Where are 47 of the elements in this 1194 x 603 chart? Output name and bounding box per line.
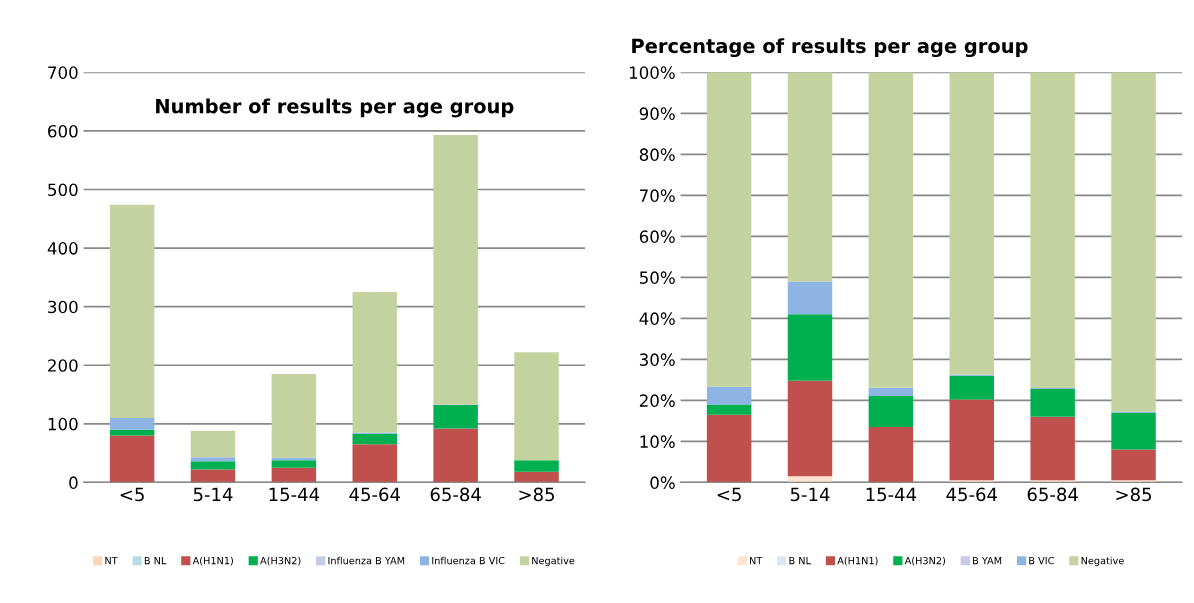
legend-label: A(H3N2) (904, 556, 946, 566)
x-tick-label: 45-64 (349, 487, 400, 502)
y-tick-label: 100% (629, 66, 675, 79)
x-tick-label: >85 (1116, 487, 1151, 502)
y-tick-label: 400 (47, 242, 78, 255)
y-tick-label: 200 (48, 359, 78, 372)
y-tick-label: 700 (48, 66, 78, 79)
y-tick-label: 30% (639, 353, 675, 366)
legend-label: Negative (1081, 556, 1124, 567)
legend-label: Influenza B YAM (328, 556, 405, 565)
y-tick-label: 100 (48, 417, 78, 431)
x-tick-label: 5-14 (790, 487, 830, 502)
legend-label: NT (105, 557, 118, 565)
x-tick-label: 65-84 (430, 487, 481, 502)
text: Number of results per age group (156, 98, 514, 118)
x-tick-label: 45-64 (946, 487, 997, 502)
y-tick-label: 0 (69, 476, 78, 489)
legend-label: B YAM (973, 557, 1002, 565)
y-tick-label: 40% (639, 312, 675, 325)
x-tick-label: 5-14 (193, 487, 233, 502)
y-tick-label: 20% (639, 394, 675, 407)
y-tick-label: 600 (48, 124, 78, 138)
legend-label: NT (750, 557, 763, 565)
x-tick-label: 15-44 (269, 487, 320, 502)
x-tick-label: <5 (120, 487, 144, 502)
y-tick-label: 300 (48, 300, 78, 314)
x-tick-label: 15-44 (866, 487, 917, 502)
y-tick-label: 500 (48, 183, 78, 197)
chart-title: Percentage of results per age group (632, 38, 1028, 58)
legend-label: B NL (144, 557, 167, 565)
x-tick-label: >85 (519, 487, 554, 502)
legend-label: A(H3N2) (260, 556, 301, 566)
legend-label: A(H1N1) (837, 556, 878, 566)
legend-label: B VIC (1029, 556, 1054, 565)
y-tick-label: 70% (640, 189, 675, 202)
y-tick-label: 90% (639, 107, 675, 120)
x-tick-label: 65-84 (1027, 487, 1078, 502)
x-tick-label: <5 (717, 487, 741, 502)
y-tick-label: 10% (640, 435, 675, 448)
y-tick-label: 80% (639, 148, 675, 161)
y-tick-label: 0% (650, 476, 675, 489)
y-tick-label: 50% (639, 271, 675, 284)
legend-label: Negative (532, 556, 575, 567)
legend-label: A(H1N1) (192, 556, 233, 566)
legend-label: B NL (789, 557, 811, 565)
legend-label: Influenza B VIC (432, 556, 505, 565)
y-tick-label: 60% (639, 230, 675, 243)
